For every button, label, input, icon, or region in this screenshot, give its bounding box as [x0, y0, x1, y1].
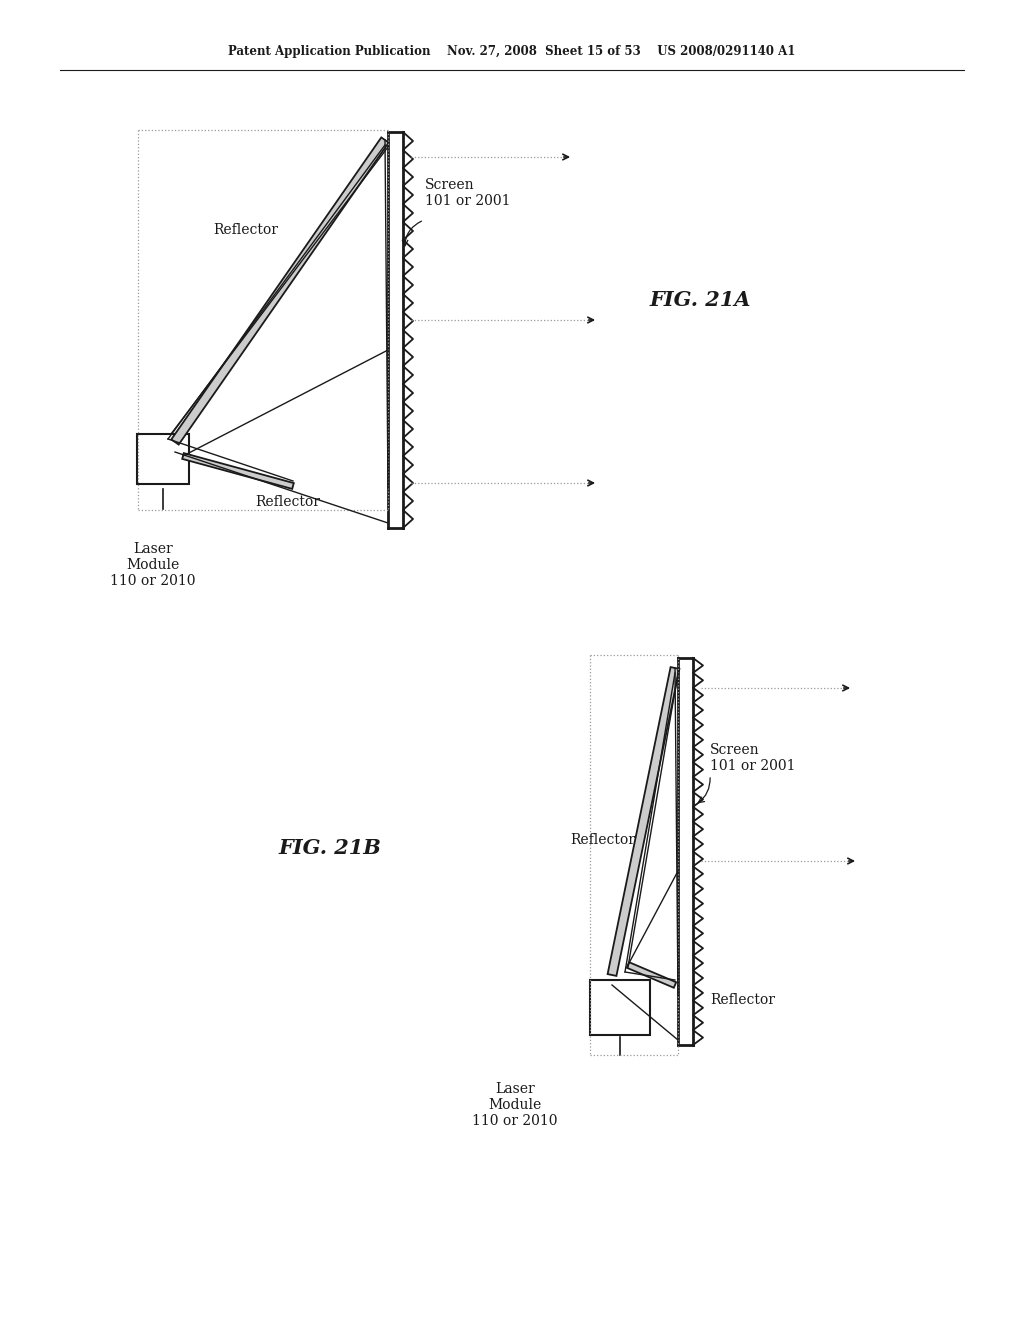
Text: Reflector: Reflector [570, 833, 635, 847]
Polygon shape [182, 453, 294, 488]
Polygon shape [607, 667, 679, 975]
Bar [590, 979, 650, 1035]
Polygon shape [627, 962, 676, 987]
Text: Reflector: Reflector [710, 993, 775, 1007]
Text: Screen
101 or 2001: Screen 101 or 2001 [425, 178, 511, 209]
Polygon shape [171, 137, 389, 445]
Text: Laser
Module
110 or 2010: Laser Module 110 or 2010 [472, 1082, 558, 1129]
Text: Patent Application Publication    Nov. 27, 2008  Sheet 15 of 53    US 2008/02911: Patent Application Publication Nov. 27, … [228, 45, 796, 58]
Text: FIG. 21A: FIG. 21A [649, 290, 751, 310]
Text: Screen
101 or 2001: Screen 101 or 2001 [710, 743, 796, 774]
Text: Laser
Module
110 or 2010: Laser Module 110 or 2010 [111, 543, 196, 589]
Text: Reflector: Reflector [255, 495, 319, 510]
Text: FIG. 21B: FIG. 21B [279, 838, 381, 858]
Bar [137, 434, 189, 484]
Text: Reflector: Reflector [213, 223, 279, 238]
